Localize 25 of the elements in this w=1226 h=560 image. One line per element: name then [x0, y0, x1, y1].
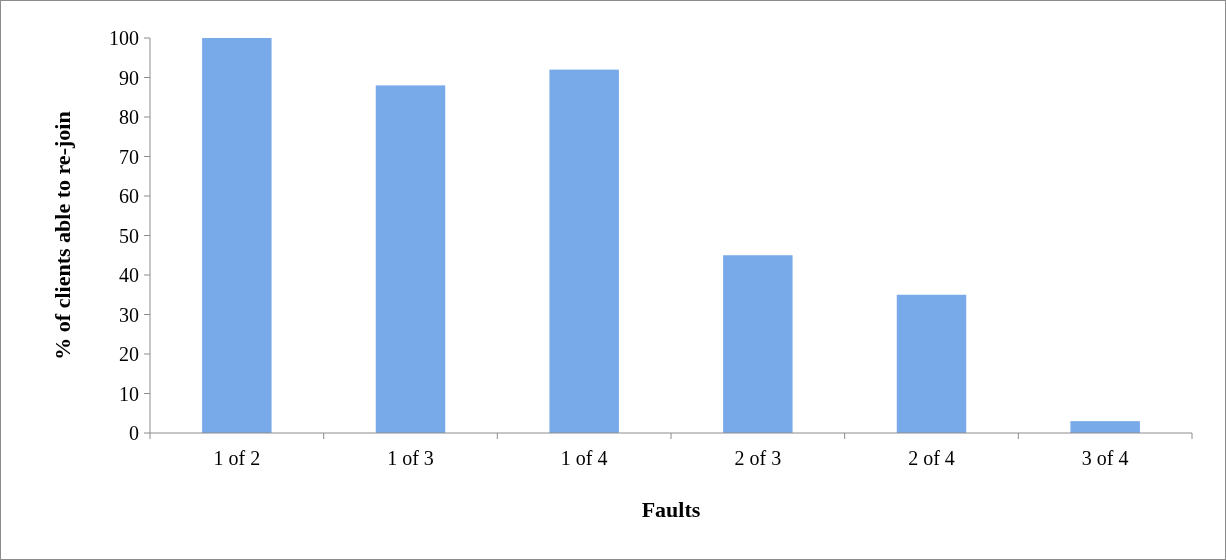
bar [549, 69, 619, 433]
y-tick-label: 20 [119, 343, 139, 365]
bar [202, 38, 272, 433]
y-tick-label: 70 [119, 145, 139, 168]
y-axis-title: % of clients able to re-join [50, 111, 75, 360]
bar [1070, 421, 1140, 433]
x-tick-label: 2 of 4 [908, 447, 955, 469]
y-tick-label: 10 [119, 382, 139, 405]
y-tick-label: 50 [119, 224, 139, 247]
x-tick-label: 1 of 3 [387, 447, 434, 469]
bar [375, 85, 446, 433]
x-axis-title: Faults [641, 497, 701, 522]
x-tick-label: 3 of 4 [1081, 447, 1129, 469]
y-tick-label: 80 [119, 106, 139, 128]
y-tick-label: 40 [119, 264, 139, 286]
y-tick-label: 60 [119, 185, 139, 207]
x-tick-label: 2 of 3 [734, 447, 782, 469]
y-tick-label: 0 [129, 422, 139, 444]
bar [896, 294, 967, 433]
x-tick-label: 1 of 4 [560, 447, 608, 469]
y-tick-label: 30 [119, 303, 139, 326]
y-tick-label: 90 [119, 66, 139, 89]
x-tick-label: 1 of 2 [213, 447, 261, 469]
y-tick-label: 100 [109, 27, 139, 49]
bar [723, 255, 793, 433]
